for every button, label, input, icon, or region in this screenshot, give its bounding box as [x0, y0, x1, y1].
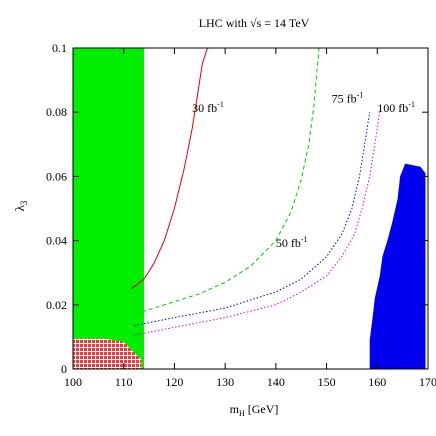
curve-label-3: 100 fb-1 [377, 100, 415, 115]
x-axis-label: mH [GeV] [230, 402, 279, 418]
curve-label-1: 50 fb-1 [276, 235, 308, 250]
excluded-regions [73, 48, 426, 369]
y-axis-label: λ3 [12, 200, 29, 211]
x-axis-label-sub: H [239, 409, 245, 418]
x-tick-label: 100 [64, 375, 82, 389]
excluded-region-0 [73, 48, 144, 369]
excluded-region-1 [73, 338, 142, 369]
curve-label-0: 30 fb-1 [192, 100, 224, 115]
y-tick-label: 0.02 [46, 298, 67, 312]
x-tick-label: 110 [115, 375, 133, 389]
x-tick-label: 130 [216, 375, 234, 389]
x-axis-label-unit: [GeV] [245, 402, 279, 416]
plot-frame [72, 47, 429, 370]
series-line-0 [130, 47, 208, 290]
x-tick-label: 170 [419, 375, 436, 389]
x-tick-label: 160 [368, 375, 386, 389]
x-axis-label-main: m [230, 402, 240, 416]
series-line-2 [133, 112, 371, 327]
excluded-region-2 [369, 163, 426, 369]
y-tick-label: 0.06 [46, 169, 67, 183]
y-axis-label-main: λ [12, 204, 27, 211]
y-tick-label: 0.08 [46, 105, 67, 119]
discovery-curves [128, 47, 381, 336]
y-tick-label: 0 [61, 362, 67, 376]
curve-labels: 30 fb-1 50 fb-1 75 fb-1 100 fb-1 [192, 91, 415, 250]
curve-label-2: 75 fb-1 [332, 91, 364, 106]
x-tick-label: 140 [267, 375, 285, 389]
axis-ticks: 100 110 120 130 140 150 160 170 0 0.02 0.04 0.06 0.0… [46, 41, 436, 389]
chart-title: LHC with √s = 14 TeV [199, 16, 310, 30]
y-axis-label-sub: 3 [19, 200, 29, 205]
y-tick-label: 0.1 [52, 41, 67, 55]
x-tick-label: 120 [165, 375, 183, 389]
x-tick-label: 150 [318, 375, 336, 389]
y-tick-label: 0.04 [46, 234, 67, 248]
series-line-1 [128, 47, 320, 317]
series-line-3 [133, 112, 381, 336]
